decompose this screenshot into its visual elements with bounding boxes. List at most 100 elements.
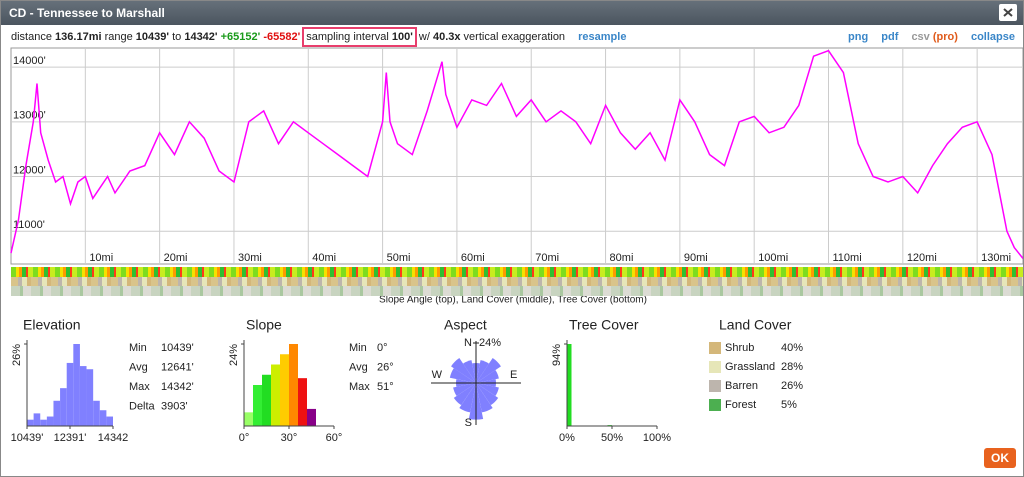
stat-value: 3903' bbox=[161, 400, 188, 412]
legend-percent: 5% bbox=[781, 399, 797, 411]
legend-percent: 40% bbox=[781, 342, 803, 354]
direction-label: E bbox=[510, 369, 517, 381]
x-tick-label: 60mi bbox=[461, 252, 485, 264]
value: 40.3x bbox=[432, 31, 461, 43]
x-tick-label: 30mi bbox=[238, 252, 262, 264]
bar bbox=[27, 419, 34, 426]
bar bbox=[567, 344, 572, 426]
bar bbox=[106, 416, 113, 426]
panel-title: Aspect bbox=[444, 317, 487, 333]
y-tick-label: 24% bbox=[228, 344, 240, 366]
y-tick-label: 14000' bbox=[13, 55, 46, 67]
swatch bbox=[709, 399, 721, 411]
rose-petal bbox=[476, 383, 499, 396]
bar bbox=[60, 388, 67, 426]
bar bbox=[40, 419, 47, 426]
rose-petal bbox=[463, 360, 476, 383]
x-tick-label: 130mi bbox=[981, 252, 1011, 264]
rose-petal bbox=[476, 383, 493, 413]
r-tick-label: 24% bbox=[479, 337, 501, 349]
slope-strip bbox=[11, 267, 1023, 277]
stat-label: Max bbox=[129, 381, 150, 393]
rose-petal bbox=[449, 368, 476, 383]
x-tick-label: 12391' bbox=[54, 432, 87, 444]
rose-petal bbox=[453, 383, 476, 406]
stat-value: 12641' bbox=[161, 361, 194, 373]
value: 100' bbox=[391, 31, 413, 43]
y-tick-label: 12000' bbox=[13, 164, 46, 176]
bar bbox=[289, 344, 298, 426]
stat-label: Max bbox=[349, 381, 370, 393]
stat-label: Min bbox=[349, 342, 367, 354]
tree-cover-strip bbox=[11, 286, 1023, 296]
elevation-line bbox=[10, 49, 1023, 259]
x-tick-label: 50mi bbox=[387, 252, 411, 264]
legend-percent: 26% bbox=[781, 380, 803, 392]
y-tick-label: 94% bbox=[551, 344, 563, 366]
ok-button[interactable]: OK bbox=[984, 448, 1016, 468]
bar bbox=[280, 354, 289, 426]
label: w/ bbox=[418, 31, 430, 43]
resample-link[interactable]: resample bbox=[578, 31, 627, 43]
panel-title: Slope bbox=[246, 317, 282, 333]
panel-title: Elevation bbox=[23, 317, 81, 333]
x-tick-label: 80mi bbox=[610, 252, 634, 264]
stat-value: 51° bbox=[377, 381, 394, 393]
y-tick-label: 11000' bbox=[13, 219, 45, 231]
stat-value: 10439' bbox=[161, 342, 194, 354]
rose-petal bbox=[476, 358, 501, 383]
window-title: CD - Tennessee to Marshall bbox=[9, 6, 165, 20]
direction-label: N bbox=[464, 337, 472, 349]
close-button[interactable] bbox=[999, 4, 1017, 21]
x-tick-label: 100% bbox=[643, 432, 671, 444]
rose-petal bbox=[453, 383, 476, 396]
bar bbox=[33, 413, 41, 426]
stat-value: 0° bbox=[377, 342, 388, 354]
bar bbox=[93, 400, 100, 426]
png-link[interactable]: png bbox=[848, 31, 869, 43]
bar bbox=[46, 416, 54, 426]
stat-label: Avg bbox=[129, 361, 148, 373]
x-tick-label: 100mi bbox=[758, 252, 788, 264]
x-tick-label: 0° bbox=[239, 432, 250, 444]
legend-percent: 28% bbox=[781, 361, 803, 373]
label: distance bbox=[11, 31, 52, 43]
label: to bbox=[172, 31, 182, 43]
x-tick-label: 120mi bbox=[907, 252, 937, 264]
y-tick-label: 13000' bbox=[13, 110, 46, 122]
x-tick-label: 70mi bbox=[535, 252, 559, 264]
stat-label: Delta bbox=[129, 400, 156, 412]
bar bbox=[253, 385, 262, 426]
collapse-link[interactable]: collapse bbox=[970, 31, 1015, 43]
bar bbox=[73, 344, 80, 426]
csv: csv bbox=[911, 31, 930, 43]
bar bbox=[307, 408, 316, 426]
highlight-box: sampling interval 100' bbox=[302, 27, 417, 47]
swatch bbox=[709, 361, 721, 373]
swatch bbox=[709, 380, 721, 392]
legend-name: Barren bbox=[725, 380, 758, 392]
legend-name: Forest bbox=[725, 399, 756, 411]
gain: +65152' bbox=[220, 31, 261, 43]
panel-title: Land Cover bbox=[719, 317, 792, 333]
x-tick-label: 90mi bbox=[684, 252, 708, 264]
direction-label: S bbox=[465, 417, 472, 429]
pro: (pro) bbox=[932, 31, 958, 43]
bar bbox=[86, 369, 94, 426]
rose-petal bbox=[476, 360, 489, 383]
strip-caption: Slope Angle (top), Land Cover (middle), … bbox=[379, 295, 647, 306]
pdf-link[interactable]: pdf bbox=[881, 31, 899, 43]
x-tick-label: 10mi bbox=[89, 252, 113, 264]
x-tick-label: 110mi bbox=[833, 252, 862, 264]
legend-name: Shrub bbox=[725, 342, 754, 354]
bar bbox=[262, 374, 271, 426]
label: range bbox=[104, 31, 133, 43]
x-tick-label: 10439' bbox=[11, 432, 44, 444]
y-tick-label: 26% bbox=[11, 344, 23, 366]
bar bbox=[99, 410, 107, 426]
csv-link[interactable]: csv (pro) bbox=[911, 31, 957, 43]
value: 10439' bbox=[135, 31, 170, 43]
value: 14342' bbox=[184, 31, 218, 43]
rose-petal bbox=[476, 383, 499, 406]
